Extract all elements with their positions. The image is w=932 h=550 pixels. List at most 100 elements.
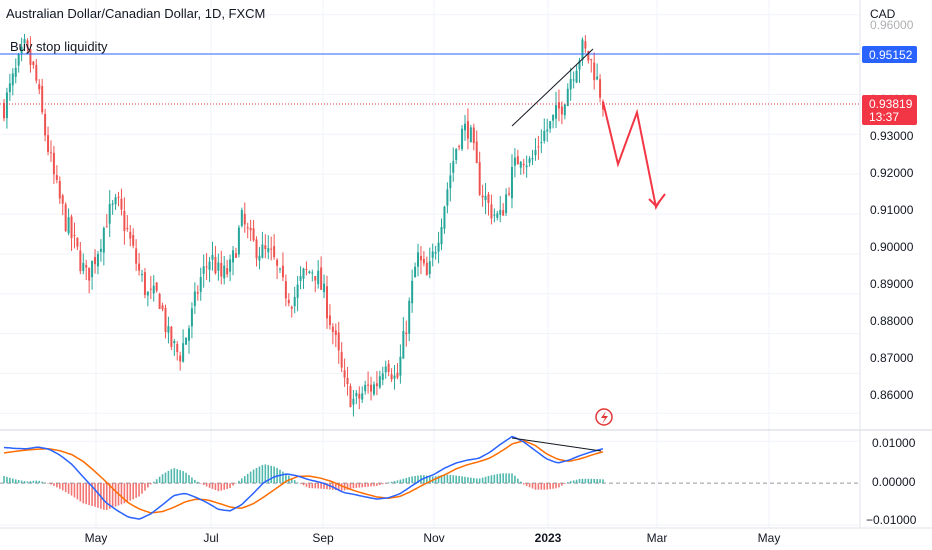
histogram-bar — [285, 473, 287, 484]
candle-body — [255, 239, 258, 259]
candle-body — [138, 263, 141, 271]
candle-body — [299, 276, 302, 281]
histogram-bar — [35, 480, 38, 484]
candle-body — [569, 79, 572, 90]
candle-body — [434, 252, 437, 254]
histogram-bar — [199, 483, 202, 484]
time-axis[interactable]: May Jul Sep Nov 2023 Mar May — [85, 531, 781, 545]
candle-body — [516, 156, 519, 165]
macd-tick: 0.01000 — [872, 436, 916, 450]
chart-title[interactable]: Australian Dollar/Canadian Dollar, 1D, F… — [6, 6, 265, 21]
candle-body — [337, 332, 340, 351]
candle-body — [328, 315, 331, 326]
histogram-bar — [47, 483, 49, 484]
histogram-bar — [144, 483, 146, 491]
histogram-bar — [569, 481, 572, 484]
price-tick: 0.96000 — [870, 18, 914, 32]
candle-body — [375, 383, 378, 387]
candle-body — [261, 244, 264, 258]
candle-body — [490, 204, 493, 219]
candle-body — [44, 113, 47, 136]
candle-body — [3, 103, 5, 119]
candle-body — [484, 195, 487, 201]
candle-body — [308, 271, 311, 274]
price-axis[interactable]: 0.96000 0.94000 0.93000 0.92000 0.91000 … — [870, 18, 914, 402]
histogram-bar — [564, 483, 566, 484]
candle-body — [513, 157, 516, 166]
candle-body — [164, 307, 167, 333]
histogram-bar — [76, 483, 79, 500]
candle-body — [217, 262, 220, 271]
histogram-bar — [528, 483, 531, 488]
projection-arrow[interactable] — [602, 101, 661, 210]
buy-stop-annotation[interactable]: Buy stop liquidity — [10, 39, 108, 54]
histogram-bar — [161, 474, 164, 484]
last-price-label-bg — [862, 95, 917, 125]
candle-body — [105, 226, 108, 228]
histogram-bar — [147, 483, 149, 488]
candle-body — [463, 123, 466, 131]
candle-body — [510, 166, 513, 199]
histogram-bar — [487, 475, 490, 484]
histogram-bar — [376, 483, 378, 486]
dividend-marker[interactable] — [595, 408, 613, 426]
histogram-bar — [340, 483, 343, 491]
histogram-bar — [282, 471, 284, 484]
candle-body — [176, 344, 179, 353]
level-price-label[interactable]: 0.95152 — [862, 46, 917, 63]
last-price-label-text: 0.93819 — [869, 97, 913, 111]
histogram-bar — [575, 479, 578, 484]
candle-body — [281, 265, 284, 278]
candle-body — [411, 280, 414, 304]
candle-body — [129, 231, 132, 239]
histogram-bar — [587, 478, 590, 484]
candle-body — [431, 251, 434, 258]
candle-body — [120, 198, 123, 210]
candle-body — [425, 262, 428, 276]
candle-body — [108, 204, 111, 224]
macd-axis[interactable]: 0.01000 0.00000 −0.01000 — [866, 436, 917, 527]
histogram-bar — [194, 479, 196, 484]
trend-line-macd[interactable] — [511, 437, 602, 452]
candle-body — [296, 284, 299, 298]
histogram-bar — [552, 483, 554, 489]
histogram-bar — [217, 483, 220, 492]
candle-body — [26, 40, 29, 48]
candle-body — [276, 259, 279, 266]
histogram-bar — [323, 483, 325, 489]
histogram-bar — [499, 473, 502, 484]
histogram-bar — [399, 479, 402, 484]
histogram-bar — [17, 479, 20, 484]
candle-body — [372, 384, 375, 395]
candle-body — [152, 285, 155, 294]
candle-body — [393, 375, 396, 379]
candle-body — [519, 161, 522, 168]
histogram-bar — [602, 479, 604, 484]
histogram-bar — [53, 483, 55, 486]
histogram-bar — [384, 483, 387, 484]
trend-line-price[interactable] — [511, 48, 594, 127]
last-price-label[interactable]: 0.93819 13:37 — [862, 95, 917, 125]
histogram-bar — [91, 483, 93, 506]
countdown-label: 13:37 — [869, 110, 899, 124]
histogram-bar — [437, 475, 440, 484]
histogram-bar — [170, 469, 173, 484]
histogram-bar — [540, 483, 543, 490]
histogram-bar — [141, 483, 143, 494]
histogram-bar — [519, 481, 522, 484]
candle-body — [343, 370, 346, 378]
candle-body — [384, 366, 387, 373]
candle-body — [199, 276, 202, 292]
macd-line — [3, 435, 604, 520]
histogram-bar — [317, 483, 319, 489]
candle-body — [35, 64, 38, 81]
candle-body — [284, 281, 287, 299]
candle-body — [91, 260, 94, 278]
histogram-bar — [29, 481, 32, 484]
candle-body — [279, 268, 282, 270]
candle-body — [240, 209, 243, 226]
candle-body — [270, 248, 273, 250]
histogram-bar — [211, 483, 214, 489]
candle-body — [173, 341, 176, 344]
